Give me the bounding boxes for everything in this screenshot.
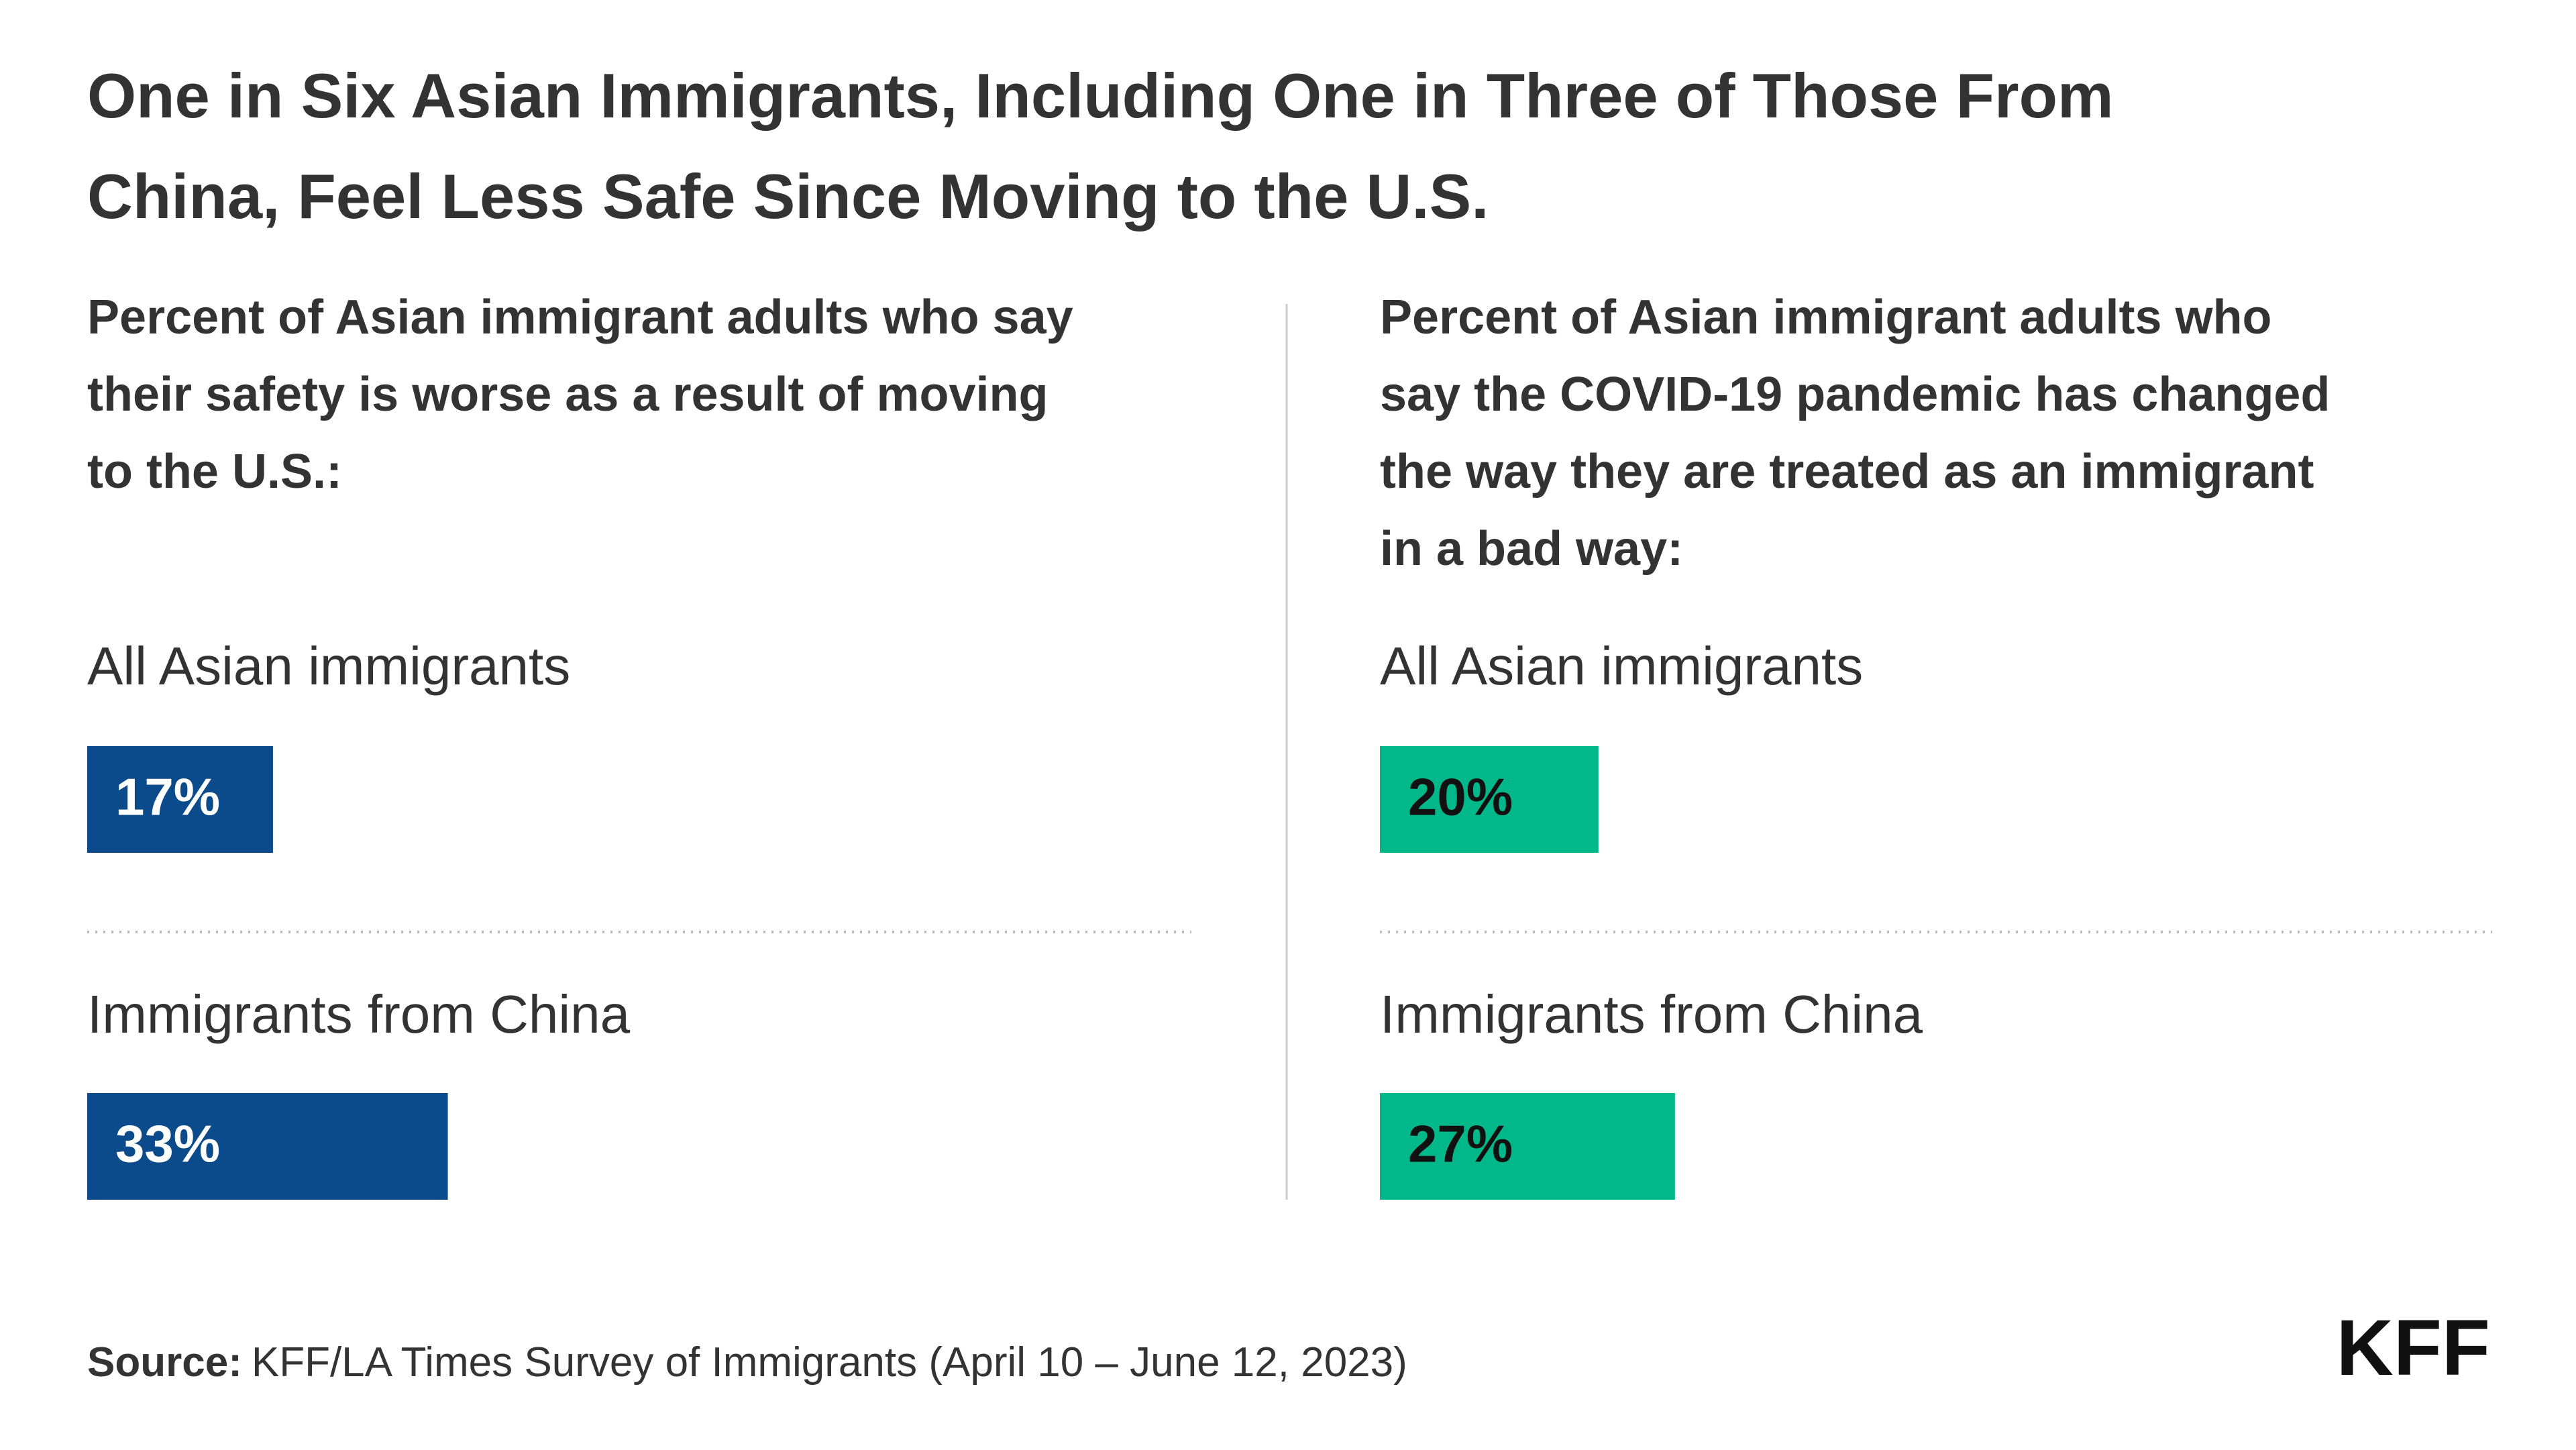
chart-title: One in Six Asian Immigrants, Including O… — [87, 60, 2114, 131]
subtitle: Percent of Asian immigrant adults who sa… — [87, 291, 1073, 344]
source-label: Source: — [87, 1339, 242, 1386]
category-label: Immigrants from China — [1380, 984, 1923, 1044]
category-label: Immigrants from China — [87, 984, 631, 1044]
subtitle: their safety is worse as a result of mov… — [87, 368, 1048, 421]
value-label: 27% — [1408, 1115, 1513, 1174]
category-label: All Asian immigrants — [1380, 636, 1863, 696]
chart-title: China, Feel Less Safe Since Moving to th… — [87, 161, 1489, 231]
value-label: 33% — [115, 1115, 220, 1174]
subtitle: to the U.S.: — [87, 445, 342, 499]
subtitle: the way they are treated as an immigrant — [1380, 445, 2314, 499]
source: Source: KFF/LA Times Survey of Immigrants… — [87, 1339, 1407, 1386]
bar — [87, 1093, 448, 1200]
value-label: 17% — [115, 768, 220, 827]
subtitle: say the COVID-19 pandemic has changed — [1380, 368, 2330, 421]
subtitle: in a bad way: — [1380, 522, 1683, 576]
source-text: KFF/LA Times Survey of Immigrants (April… — [252, 1339, 1407, 1386]
bar — [1380, 746, 1599, 853]
bar — [87, 746, 273, 853]
logo: KFF — [2337, 1304, 2490, 1392]
bar — [1380, 1093, 1675, 1200]
value-label: 20% — [1408, 768, 1513, 827]
subtitle: Percent of Asian immigrant adults who — [1380, 291, 2272, 344]
category-label: All Asian immigrants — [87, 636, 570, 696]
